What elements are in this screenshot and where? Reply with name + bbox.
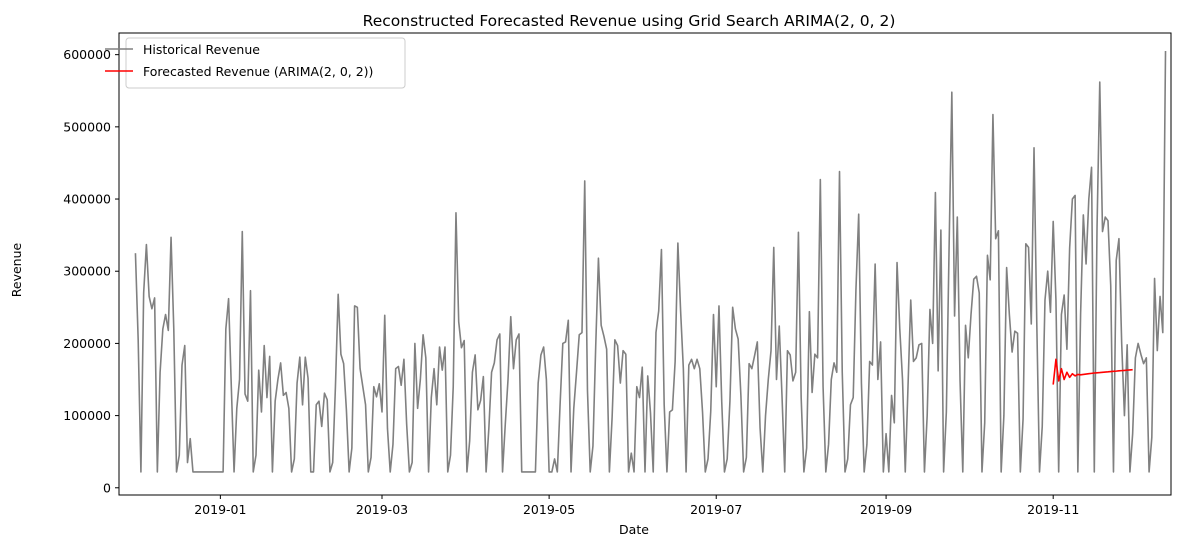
y-tick-label-4: 400000 <box>63 192 111 207</box>
legend-forecast-label: Forecasted Revenue (ARIMA(2, 0, 2)) <box>143 64 373 79</box>
y-tick-label-2: 200000 <box>63 336 111 351</box>
series-line-0 <box>134 51 1167 473</box>
x-tick-label-0: 2019-01 <box>194 502 246 517</box>
y-tick-label-6: 600000 <box>63 47 111 62</box>
x-tick-label-2: 2019-05 <box>523 502 575 517</box>
legend-frame <box>125 37 406 89</box>
x-tick-label-5: 2019-11 <box>1027 502 1079 517</box>
plot-area <box>134 51 1167 473</box>
y-axis: 0 100000 200000 300000 400000 500000 600000 <box>63 47 119 495</box>
y-axis-label: Revenue <box>9 242 24 297</box>
chart-title: Reconstructed Forecasted Revenue using G… <box>363 12 896 30</box>
y-tick-label-3: 300000 <box>63 264 111 279</box>
y-tick-label-1: 100000 <box>63 408 111 423</box>
x-axis: 2019-01 2019-03 2019-05 2019-07 2019-09 2019-… <box>194 495 1079 517</box>
x-axis-label: Date <box>619 522 649 537</box>
x-tick-label-4: 2019-09 <box>860 502 912 517</box>
y-tick-label-0: 0 <box>103 480 111 495</box>
series-line-1 <box>1052 358 1133 385</box>
axes-frame <box>118 32 1172 496</box>
legend: Historical Revenue Forecasted Revenue (A… <box>105 37 406 89</box>
y-tick-label-5: 500000 <box>63 119 111 134</box>
x-tick-label-1: 2019-03 <box>356 502 408 517</box>
legend-historical-label: Historical Revenue <box>143 42 260 57</box>
x-tick-label-3: 2019-07 <box>690 502 742 517</box>
